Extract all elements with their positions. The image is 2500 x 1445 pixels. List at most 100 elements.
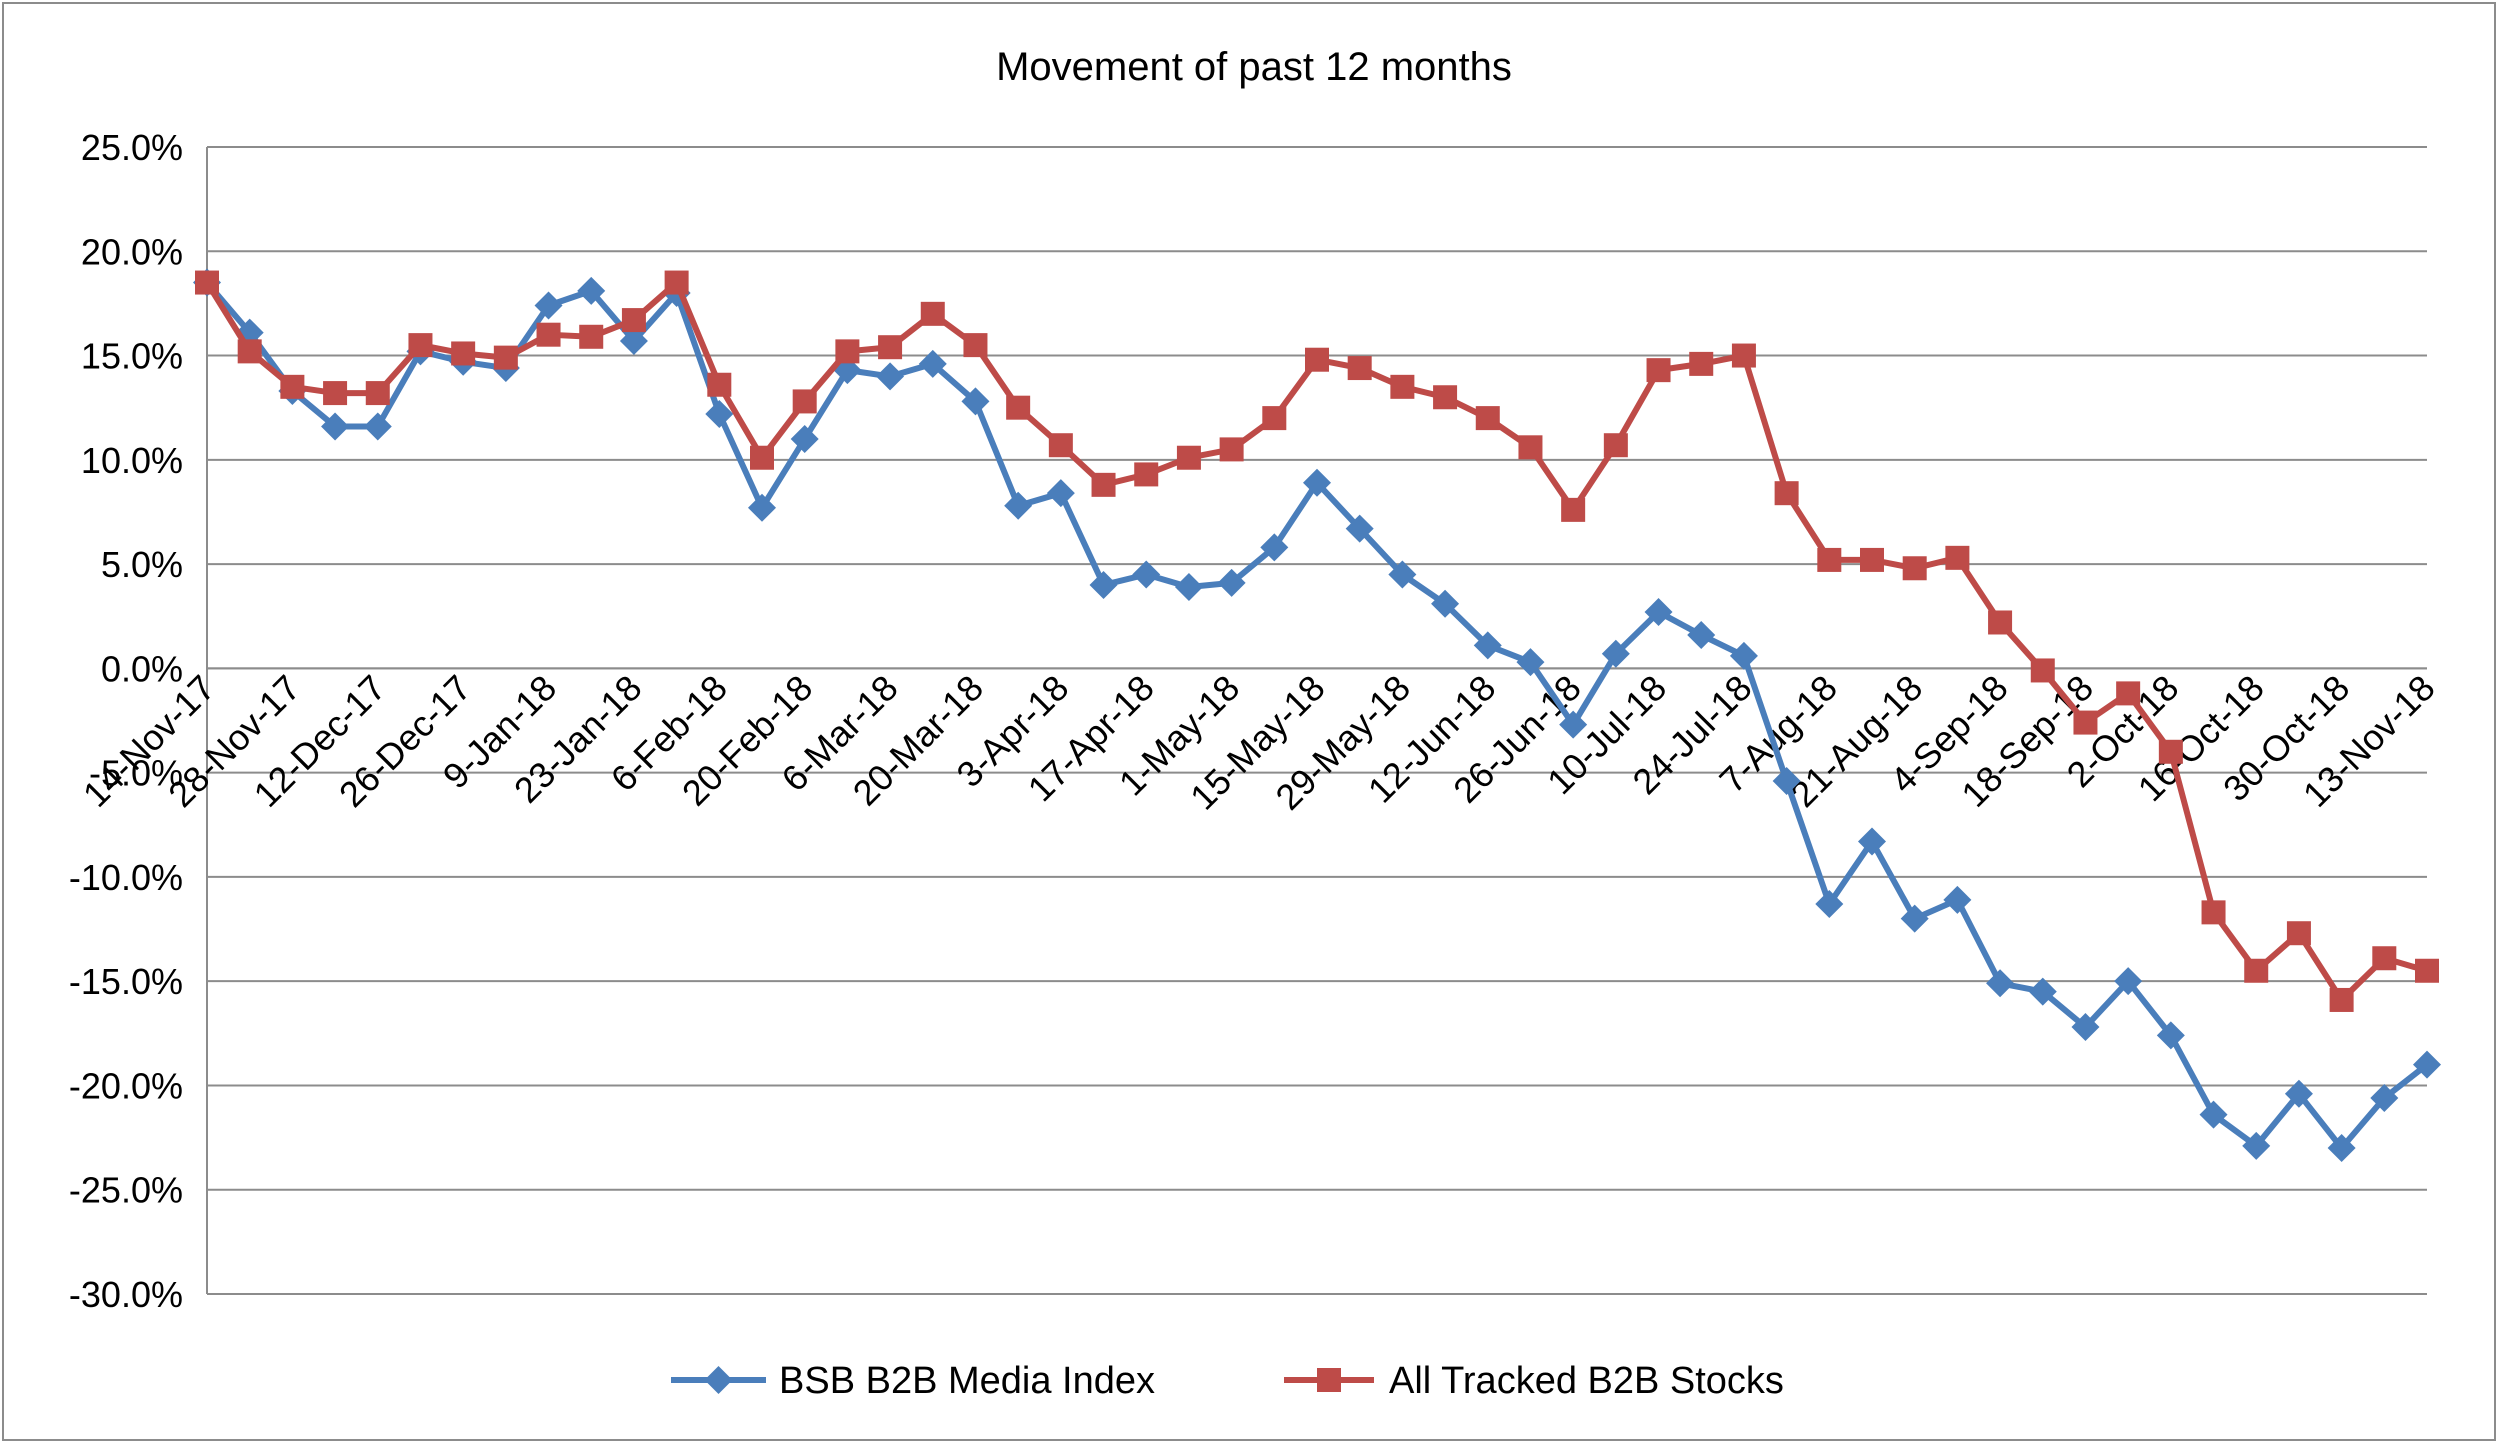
data-point	[1390, 374, 1415, 399]
data-point	[534, 291, 563, 320]
data-point	[2199, 1100, 2228, 1129]
axes	[206, 147, 2427, 1294]
data-point	[1774, 481, 1799, 506]
y-tick-label: 10.0%	[81, 440, 183, 481]
data-point	[878, 335, 903, 360]
data-point	[1518, 435, 1543, 460]
data-point	[493, 345, 518, 370]
data-point	[1729, 641, 1758, 670]
data-point	[1433, 385, 1458, 410]
y-tick-label: 20.0%	[81, 231, 183, 272]
data-point	[2158, 739, 2183, 764]
data-point	[792, 389, 817, 414]
data-point	[1046, 479, 1075, 508]
data-point	[1174, 573, 1203, 602]
data-point	[1986, 969, 2015, 998]
series-lines	[193, 268, 2441, 1163]
data-point	[2242, 1131, 2271, 1160]
data-point	[2028, 977, 2057, 1006]
data-point	[790, 424, 819, 453]
y-tick-label: -15.0%	[69, 961, 183, 1002]
data-point	[1731, 343, 1756, 368]
data-point	[2030, 658, 2055, 683]
data-point	[1345, 514, 1374, 543]
series-all-tracked-b2b-stocks	[195, 270, 2439, 1012]
y-tick-label: 15.0%	[81, 336, 183, 377]
y-tick-label: 25.0%	[81, 127, 183, 168]
data-point	[363, 412, 392, 441]
data-point	[621, 308, 646, 333]
data-point	[2327, 1134, 2356, 1163]
data-point	[2413, 1050, 2441, 1079]
data-point	[2116, 681, 2141, 706]
data-point	[1516, 648, 1545, 677]
data-point	[1473, 631, 1502, 660]
data-point	[1561, 497, 1586, 522]
y-tick-label: -20.0%	[69, 1065, 183, 1106]
data-point	[1475, 406, 1500, 431]
data-point	[1644, 598, 1673, 627]
data-point	[2370, 1083, 2399, 1112]
data-point	[1902, 556, 1927, 581]
legend-item: BSB B2B Media Index	[671, 1360, 1155, 1402]
data-point	[876, 362, 905, 391]
data-point	[1900, 904, 1929, 933]
legend-label: BSB B2B Media Index	[779, 1360, 1155, 1402]
data-point	[961, 387, 990, 416]
data-point	[280, 374, 305, 399]
data-point	[918, 349, 947, 378]
y-tick-label: -30.0%	[69, 1274, 183, 1315]
legend-marker	[1317, 1368, 1341, 1392]
data-point	[195, 270, 219, 295]
data-point	[748, 493, 776, 522]
legend-marker	[704, 1366, 733, 1394]
data-point	[1988, 610, 2013, 635]
data-point	[1858, 827, 1886, 856]
y-tick-label: 5.0%	[101, 544, 183, 585]
data-point	[365, 381, 390, 406]
data-point	[1815, 890, 1844, 919]
y-axis-tick-labels: 25.0% 20.0% 15.0% 10.0% 5.0% 0.0% -5.0% -10.0% -…	[69, 127, 183, 1315]
data-point	[1132, 560, 1161, 589]
series-line	[204, 279, 2428, 1003]
data-point	[1388, 560, 1417, 589]
legend: BSB B2B Media Index All Tracked B2B Stock…	[671, 1360, 1784, 1402]
data-point	[1603, 433, 1628, 458]
data-point	[323, 381, 348, 406]
data-point	[2415, 958, 2439, 983]
data-point	[1134, 462, 1159, 487]
legend-label: All Tracked B2B Stocks	[1389, 1360, 1784, 1402]
data-point	[2114, 967, 2143, 996]
data-point	[321, 412, 350, 441]
y-tick-label: -25.0%	[69, 1170, 183, 1211]
data-point	[577, 276, 606, 305]
data-point	[1943, 885, 1972, 914]
data-point	[1217, 568, 1246, 597]
legend-item: All Tracked B2B Stocks	[1284, 1360, 1784, 1402]
data-point	[750, 445, 774, 470]
y-tick-label: -5.0%	[89, 753, 183, 794]
data-point	[1260, 533, 1289, 562]
data-point	[2372, 946, 2397, 971]
data-point	[1431, 589, 1460, 618]
data-point	[1004, 491, 1033, 520]
data-point	[1305, 347, 1329, 372]
data-point	[2071, 1013, 2100, 1042]
data-point	[1646, 358, 1671, 383]
data-point	[2244, 958, 2269, 983]
data-point	[963, 333, 988, 358]
data-point	[1089, 570, 1118, 599]
data-point	[579, 324, 604, 349]
data-point	[2329, 987, 2354, 1012]
data-point	[1860, 547, 1884, 572]
data-point	[536, 322, 561, 347]
data-point	[1687, 620, 1716, 649]
data-point	[1601, 639, 1630, 668]
data-point	[1091, 472, 1116, 497]
data-point	[2286, 921, 2311, 946]
y-tick-label: 0.0%	[101, 648, 183, 689]
data-point	[408, 333, 433, 358]
data-point	[451, 341, 476, 366]
data-point	[1772, 766, 1801, 795]
data-point	[1689, 351, 1714, 376]
